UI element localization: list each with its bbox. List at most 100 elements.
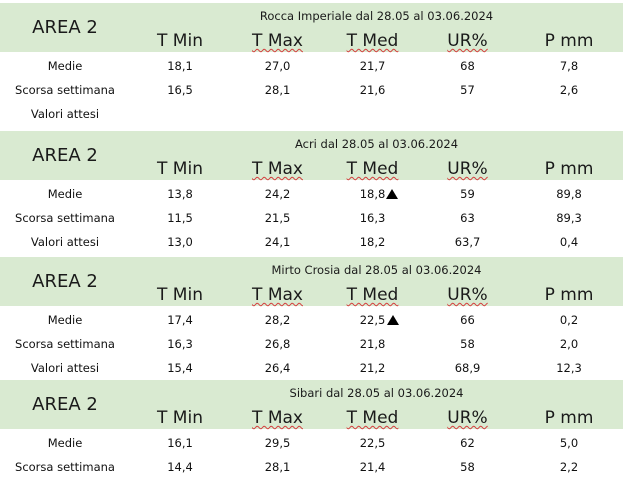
value-cell: 21,6 <box>359 83 386 97</box>
value-cell: 16,5 <box>167 83 193 97</box>
column-header: T Min <box>130 159 230 180</box>
column-header: T Med <box>325 408 420 429</box>
value-cell: 2,2 <box>559 460 579 474</box>
row-label: Valori attesi <box>30 361 100 375</box>
column-header-text: T Med <box>346 408 399 428</box>
value-cell: 28,1 <box>264 83 291 97</box>
column-header-text: UR% <box>447 159 488 179</box>
value-cell: 7,8 <box>559 59 579 73</box>
value-cell: 26,8 <box>264 337 291 351</box>
area-label: AREA 2 <box>32 394 98 415</box>
column-header-text: T Med <box>346 285 399 305</box>
station-title: Sibari dal 28.05 al 03.06.2024 <box>289 386 464 400</box>
value-cell: 16,3 <box>167 337 193 351</box>
value-cell: 22,5 <box>359 436 386 450</box>
column-header: T Max <box>230 31 325 52</box>
column-header-text: T Med <box>346 159 399 179</box>
column-header: T Max <box>230 159 325 180</box>
column-header: T Min <box>130 408 230 429</box>
column-header: UR% <box>420 159 515 180</box>
column-header-text: T Max <box>252 31 303 51</box>
value-cell: 21,8 <box>359 337 386 351</box>
value-cell: 63 <box>460 211 475 225</box>
value-cell: 24,2 <box>264 187 291 201</box>
column-header-text: P mm <box>544 159 594 179</box>
station-block: AREA 2 Rocca Imperiale dal 28.05 al 03.06… <box>0 3 623 126</box>
column-headers: T Min T Max T Med UR% P mm <box>130 285 623 306</box>
value-cell: 15,4 <box>167 361 193 375</box>
value-cell: 58 <box>460 460 475 474</box>
value-cell: 68,9 <box>454 361 481 375</box>
value-cell: 18,2 <box>359 235 386 249</box>
column-header: T Med <box>325 31 420 52</box>
column-headers: T Min T Max T Med UR% P mm <box>130 159 623 180</box>
table-row: Valori attesi 13,0 24,1 18,2 63,7 0,4 <box>0 230 623 254</box>
row-label: Medie <box>47 187 83 201</box>
value-cell: 18,8 <box>359 187 386 201</box>
value-cell: 26,4 <box>264 361 291 375</box>
value-cell: 2,6 <box>559 83 579 97</box>
value-cell: 17,4 <box>167 313 193 327</box>
station-block: AREA 2 Acri dal 28.05 al 03.06.2024 T Min T… <box>0 131 623 254</box>
column-header-text: T Max <box>252 159 303 179</box>
column-header: UR% <box>420 408 515 429</box>
value-cell: 11,5 <box>167 211 193 225</box>
column-header: T Med <box>325 159 420 180</box>
column-header: T Max <box>230 408 325 429</box>
value-cell: 12,3 <box>556 361 582 375</box>
value-cell: 21,7 <box>359 59 386 73</box>
row-label: Medie <box>47 313 83 327</box>
station-header: AREA 2 Mirto Crosia dal 28.05 al 03.06.20… <box>0 257 623 306</box>
row-label: Scorsa settimana <box>15 211 115 225</box>
table-row: Scorsa settimana 11,5 21,5 16,3 63 89,3 <box>0 206 623 230</box>
column-header: P mm <box>515 285 623 306</box>
table-row: Medie 17,4 28,2 22,5 66 0,2 <box>0 308 623 332</box>
column-header: T Med <box>325 285 420 306</box>
column-header-text: T Med <box>346 31 399 51</box>
column-header: T Min <box>130 285 230 306</box>
value-cell: 21,4 <box>359 460 386 474</box>
table-row: Medie 16,1 29,5 22,5 62 5,0 <box>0 431 623 455</box>
table-row: Scorsa settimana 14,4 28,1 21,4 58 2,2 <box>0 455 623 479</box>
row-label: Scorsa settimana <box>15 83 115 97</box>
station-title: Rocca Imperiale dal 28.05 al 03.06.2024 <box>259 9 494 23</box>
value-cell: 58 <box>460 337 475 351</box>
column-header-text: P mm <box>544 408 594 428</box>
up-triangle-icon <box>386 189 398 199</box>
value-cell: 28,2 <box>264 313 291 327</box>
table-row: Scorsa settimana 16,3 26,8 21,8 58 2,0 <box>0 332 623 356</box>
column-header-text: T Min <box>157 159 203 179</box>
value-cell: 0,2 <box>559 313 579 327</box>
row-label: Medie <box>47 436 83 450</box>
value-cell: 66 <box>460 313 475 327</box>
station-header: AREA 2 Sibari dal 28.05 al 03.06.2024 T Mi… <box>0 380 623 429</box>
area-label: AREA 2 <box>32 271 98 292</box>
column-header-text: T Max <box>252 408 303 428</box>
value-cell: 13,0 <box>167 235 193 249</box>
value-cell: 28,1 <box>264 460 291 474</box>
value-cell: 18,1 <box>167 59 193 73</box>
column-headers: T Min T Max T Med UR% P mm <box>130 31 623 52</box>
value-cell: 2,0 <box>559 337 579 351</box>
value-cell: 24,1 <box>264 235 291 249</box>
row-label: Scorsa settimana <box>15 460 115 474</box>
row-label: Medie <box>47 59 83 73</box>
value-cell: 22,5 <box>359 313 386 327</box>
value-cell: 57 <box>460 83 475 97</box>
value-cell: 0,4 <box>559 235 579 249</box>
station-header: AREA 2 Rocca Imperiale dal 28.05 al 03.06… <box>0 3 623 52</box>
value-cell: 63,7 <box>454 235 481 249</box>
value-cell: 29,5 <box>264 436 291 450</box>
column-header: UR% <box>420 285 515 306</box>
table-row: Scorsa settimana 16,5 28,1 21,6 57 2,6 <box>0 78 623 102</box>
station-block: AREA 2 Sibari dal 28.05 al 03.06.2024 T Mi… <box>0 380 623 479</box>
area-label: AREA 2 <box>32 17 98 38</box>
table-row: Valori attesi <box>0 102 623 126</box>
column-header-text: T Min <box>157 31 203 51</box>
area-label: AREA 2 <box>32 145 98 166</box>
value-cell: 68 <box>460 59 475 73</box>
value-cell: 89,3 <box>556 211 582 225</box>
column-headers: T Min T Max T Med UR% P mm <box>130 408 623 429</box>
value-cell: 21,2 <box>359 361 386 375</box>
column-header-text: UR% <box>447 408 488 428</box>
